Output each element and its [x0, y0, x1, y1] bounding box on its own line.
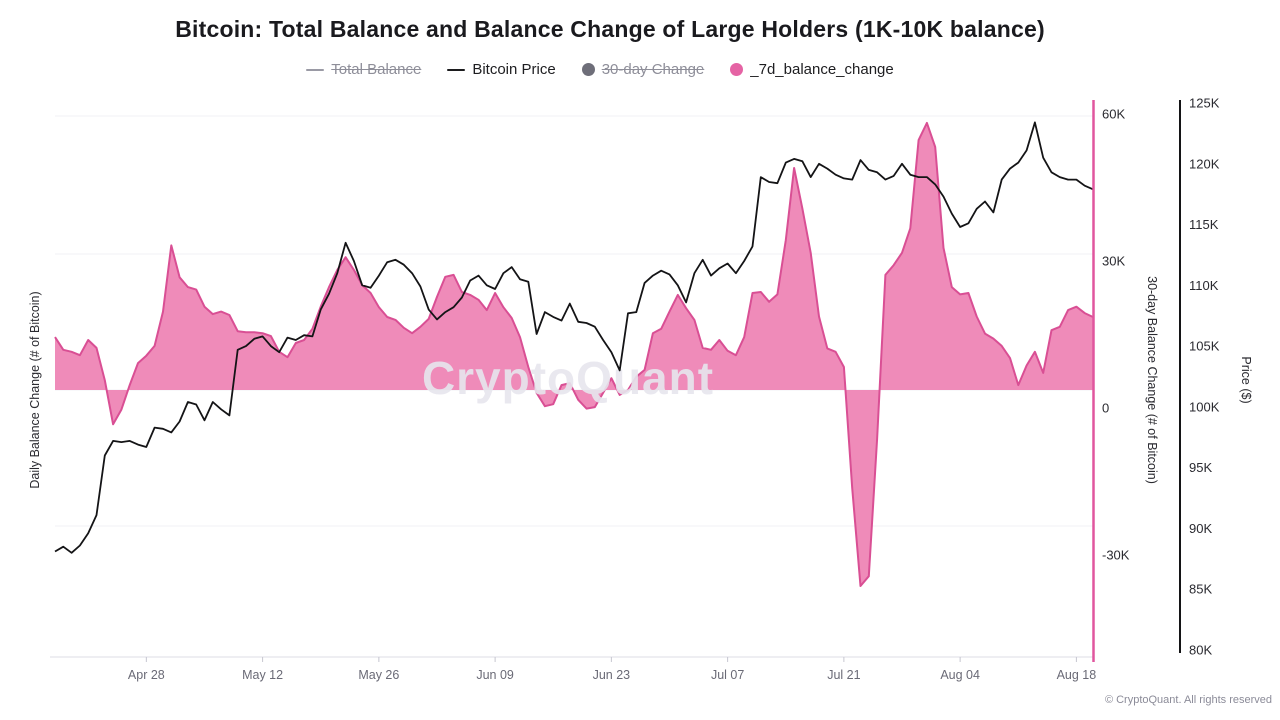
x-tick-label: May 12: [242, 668, 283, 682]
price-tick-label: 80K: [1189, 643, 1212, 658]
balance-7d-area-series: [54, 121, 1094, 587]
y-axis-left-label: Daily Balance Change (# of Bitcoin): [28, 291, 42, 489]
price-tick-label: 125K: [1189, 96, 1220, 111]
dot-marker-icon: [581, 63, 595, 76]
x-tick-label: May 26: [358, 668, 399, 682]
price-tick-label: 115K: [1189, 217, 1219, 232]
price-tick-label: 95K: [1189, 460, 1212, 475]
balance-30d-axis: 60K 30K 0 -30K: [1092, 100, 1130, 662]
x-tick-label: Jun 09: [476, 668, 514, 682]
legend-item-label: Total Balance: [331, 61, 422, 78]
x-axis: Apr 28 May 12 May 26 Jun 09 Jun 23 Jul 07 Jul …: [50, 656, 1097, 682]
y-axis-30d-label: 30-day Balance Change (# of Bitcoin): [1145, 276, 1159, 484]
bitcoin-price-line-series: [54, 121, 1094, 554]
balance-30d-tick-label: -30K: [1102, 548, 1130, 563]
line-marker-icon: [306, 68, 325, 71]
price-axis: 125K 120K 115K 110K 105K 100K 95K 90K 85K 80K: [1179, 96, 1220, 658]
legend-item-total-balance[interactable]: Total Balance: [306, 61, 421, 78]
price-tick-label: 105K: [1189, 339, 1220, 354]
x-tick-label: Aug 18: [1057, 668, 1097, 682]
price-tick-label: 110K: [1189, 278, 1219, 293]
line-marker-icon: [447, 68, 466, 71]
balance-30d-tick-label: 30K: [1102, 254, 1125, 269]
legend-item-label: _7d_balance_change: [750, 61, 894, 78]
legend-item-label: Bitcoin Price: [472, 61, 556, 78]
dot-marker-icon: [730, 63, 744, 76]
price-tick-label: 100K: [1189, 399, 1220, 414]
x-tick-label: Jun 23: [593, 668, 631, 682]
price-tick-label: 120K: [1189, 156, 1220, 171]
x-tick-label: Aug 04: [940, 668, 980, 682]
chart-title: Bitcoin: Total Balance and Balance Chang…: [175, 16, 1045, 42]
legend-item-30-day-change[interactable]: 30-day Change: [581, 61, 705, 78]
legend-item-bitcoin-price[interactable]: Bitcoin Price: [447, 61, 556, 78]
price-tick-label: 85K: [1189, 582, 1212, 597]
balance-30d-tick-label: 60K: [1102, 107, 1125, 122]
balance-30d-tick-label: 0: [1102, 401, 1109, 416]
legend: Total Balance Bitcoin Price 30-day Change _…: [0, 61, 1200, 78]
price-tick-label: 90K: [1189, 521, 1212, 536]
y-axis-price-label: Price ($): [1239, 356, 1253, 404]
legend-item--7d-balance-change[interactable]: _7d_balance_change: [730, 61, 894, 78]
watermark-text: CryptoQuant: [422, 352, 714, 404]
x-tick-label: Apr 28: [128, 668, 165, 682]
legend-item-label: 30-day Change: [601, 61, 705, 78]
copyright-text: © CryptoQuant. All rights reserved: [1104, 694, 1272, 706]
x-tick-label: Jul 07: [711, 668, 744, 682]
x-tick-label: Jul 21: [827, 668, 860, 682]
